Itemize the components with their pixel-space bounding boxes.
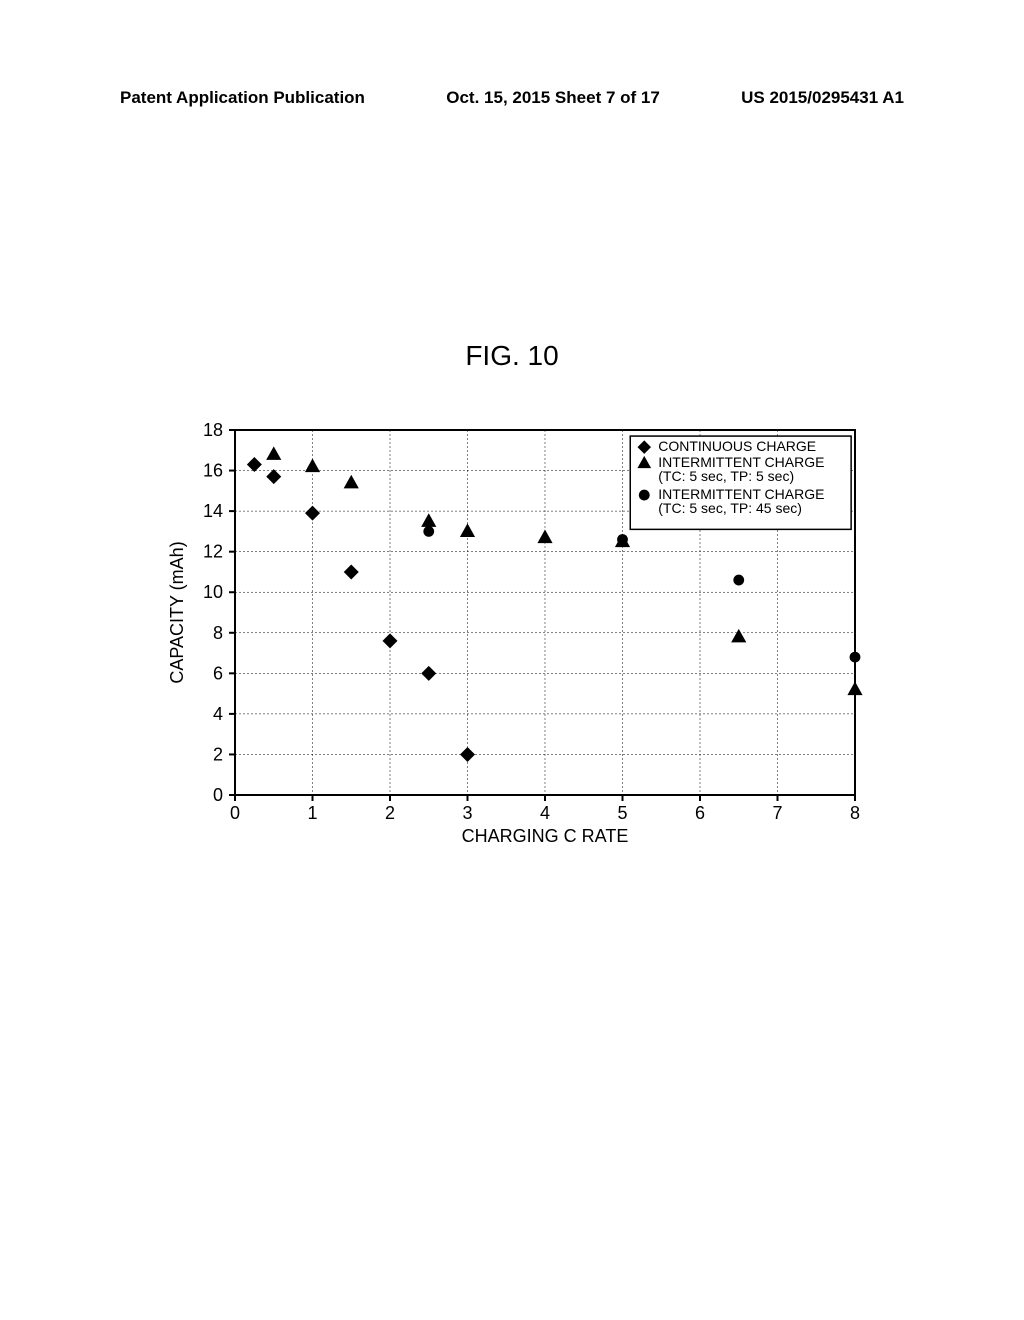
xtick-label: 6 — [695, 803, 705, 823]
triangle-marker — [847, 682, 862, 696]
ytick-label: 18 — [203, 420, 223, 440]
header-left: Patent Application Publication — [120, 88, 365, 108]
capacity-chart: 012345678024681012141618CHARGING C RATEC… — [165, 420, 865, 850]
xtick-label: 8 — [850, 803, 860, 823]
xtick-label: 5 — [617, 803, 627, 823]
diamond-marker — [247, 457, 262, 472]
ytick-label: 12 — [203, 542, 223, 562]
legend-sublabel: (TC: 5 sec, TP: 5 sec) — [658, 468, 794, 484]
triangle-marker — [305, 459, 320, 473]
header-center: Oct. 15, 2015 Sheet 7 of 17 — [446, 88, 660, 108]
xtick-label: 0 — [230, 803, 240, 823]
ytick-label: 10 — [203, 582, 223, 602]
circle-marker — [639, 490, 650, 501]
diamond-marker — [460, 747, 475, 762]
ytick-label: 14 — [203, 501, 223, 521]
xtick-label: 4 — [540, 803, 550, 823]
y-axis-label: CAPACITY (mAh) — [167, 541, 187, 683]
triangle-marker — [731, 629, 746, 643]
legend-label: CONTINUOUS CHARGE — [658, 438, 816, 454]
triangle-marker — [344, 475, 359, 489]
diamond-marker — [383, 633, 398, 648]
ytick-label: 2 — [213, 744, 223, 764]
circle-marker — [733, 575, 744, 586]
triangle-marker — [421, 513, 436, 527]
ytick-label: 6 — [213, 663, 223, 683]
x-axis-label: CHARGING C RATE — [462, 826, 629, 846]
diamond-marker — [305, 506, 320, 521]
circle-marker — [850, 652, 861, 663]
xtick-label: 7 — [772, 803, 782, 823]
diamond-marker — [344, 564, 359, 579]
legend-sublabel: (TC: 5 sec, TP: 45 sec) — [658, 500, 802, 516]
circle-marker — [617, 534, 628, 545]
triangle-marker — [266, 446, 281, 460]
diamond-marker — [266, 469, 281, 484]
xtick-label: 2 — [385, 803, 395, 823]
ytick-label: 0 — [213, 785, 223, 805]
ytick-label: 16 — [203, 461, 223, 481]
ytick-label: 8 — [213, 623, 223, 643]
circle-marker — [423, 526, 434, 537]
xtick-label: 1 — [307, 803, 317, 823]
triangle-marker — [460, 523, 475, 537]
figure-title: FIG. 10 — [0, 340, 1024, 372]
chart-svg: 012345678024681012141618CHARGING C RATEC… — [165, 420, 865, 850]
diamond-marker — [421, 666, 436, 681]
header-right: US 2015/0295431 A1 — [741, 88, 904, 108]
xtick-label: 3 — [462, 803, 472, 823]
ytick-label: 4 — [213, 704, 223, 724]
triangle-marker — [537, 529, 552, 543]
page-header: Patent Application Publication Oct. 15, … — [0, 88, 1024, 108]
